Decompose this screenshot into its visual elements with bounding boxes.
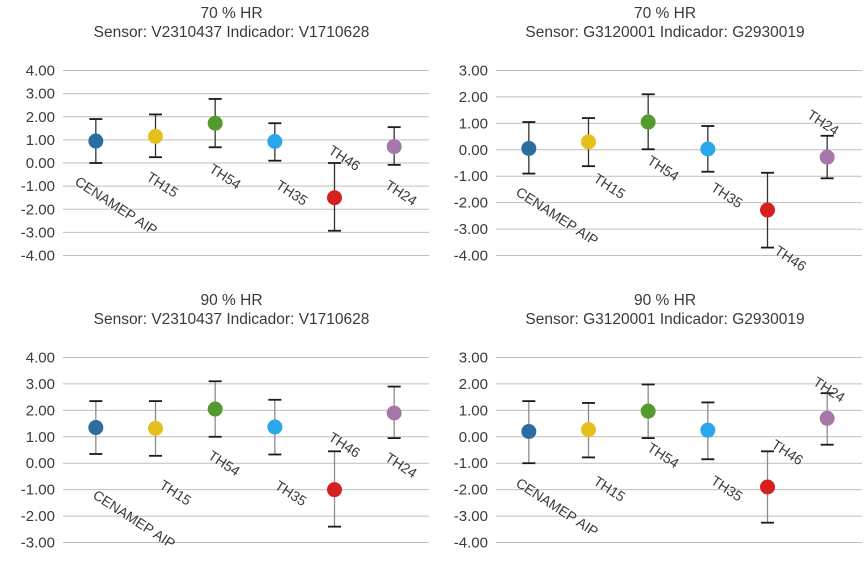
data-point-th46 (327, 482, 342, 498)
y-tick-label: 3.00 (26, 376, 55, 393)
chart-subtitle: Sensor: G3120001 Indicador: G2930019 (525, 311, 805, 328)
chart-title: 70 % HR (633, 5, 697, 22)
data-point-th35 (700, 422, 716, 438)
data-point-th35 (700, 141, 716, 157)
data-point-th54 (640, 403, 656, 419)
chart-subtitle: Sensor: G3120001 Indicador: G2930019 (525, 24, 805, 41)
plot-90hr-sensor-g: 3.00 2.00 1.00 0.00 -1.00 -2.00 -3.00 -4.00 CENA… (454, 350, 862, 552)
y-tick-label: 2.00 (459, 89, 488, 106)
data-point-th54 (207, 115, 223, 131)
y-tick-label: 1.00 (26, 132, 55, 149)
y-tick-label: -2.00 (21, 508, 55, 525)
category-label: TH54 (206, 447, 244, 479)
y-tick-label: 3.00 (459, 350, 488, 367)
category-label: CENAMEP AIP (90, 487, 178, 552)
category-label: TH15 (157, 476, 195, 508)
y-tick-label: -1.00 (21, 482, 55, 499)
category-label: TH54 (207, 160, 245, 192)
data-point-th54 (640, 114, 656, 130)
data-point-th46 (760, 202, 775, 218)
chart-cell-90hr-sensor-v: 90 % HR Sensor: V2310437 Indicador: V171… (0, 287, 433, 574)
chart-title: 70 % HR (200, 5, 263, 22)
chart-cell-70hr-sensor-v: 70 % HR Sensor: V2310437 Indicador: V171… (0, 0, 433, 287)
category-label: TH15 (591, 473, 629, 505)
data-point-cenamep-aip (521, 424, 537, 439)
category-label: TH35 (708, 472, 746, 504)
y-tick-label: -3.00 (21, 535, 55, 552)
category-label: TH54 (645, 439, 683, 471)
data-point-th24 (819, 410, 835, 426)
y-tick-label: 1.00 (26, 429, 55, 446)
data-point-th15 (148, 420, 163, 436)
chart-cell-70hr-sensor-g: 70 % HR Sensor: G3120001 Indicador: G293… (433, 0, 867, 287)
data-point-th24 (819, 149, 835, 165)
y-tick-label: 1.00 (459, 115, 488, 132)
y-tick-label: 2.00 (26, 402, 55, 419)
y-tick-label: 4.00 (26, 63, 55, 80)
y-tick-label: 0.00 (459, 142, 488, 159)
y-tick-label: -3.00 (21, 224, 55, 241)
category-label: TH54 (645, 152, 683, 184)
category-label: TH35 (708, 179, 746, 211)
category-label: TH35 (272, 477, 310, 509)
category-label: TH24 (383, 449, 421, 481)
y-tick-label: -2.00 (21, 201, 55, 218)
y-tick-label: -2.00 (454, 482, 488, 499)
data-point-th35 (267, 419, 283, 435)
data-point-th15 (581, 134, 596, 150)
data-point-th24 (386, 139, 402, 155)
category-label: TH35 (273, 177, 311, 209)
y-tick-label: -3.00 (454, 221, 488, 238)
data-point-cenamep-aip (88, 420, 104, 436)
chart-subtitle: Sensor: V2310437 Indicador: V1710628 (93, 311, 370, 328)
y-tick-label: 3.00 (459, 63, 488, 80)
category-label: TH24 (383, 177, 421, 209)
plot-90hr-sensor-v: 4.00 3.00 2.00 1.00 0.00 -1.00 -2.00 -3.00 CENAM… (21, 350, 429, 552)
plot-70hr-sensor-g: 3.00 2.00 1.00 0.00 -1.00 -2.00 -3.00 -4.00 CENA… (454, 63, 862, 274)
category-label: TH24 (805, 106, 843, 138)
y-tick-label: -4.00 (454, 248, 488, 265)
category-label: CENAMEP AIP (513, 184, 601, 249)
y-tick-label: -2.00 (454, 195, 488, 212)
y-tick-label: 0.00 (26, 155, 55, 172)
y-tick-label: 0.00 (459, 429, 488, 446)
data-point-th15 (148, 128, 163, 144)
chart-title: 90 % HR (200, 292, 263, 309)
y-tick-label: 4.00 (26, 350, 55, 367)
y-tick-label: 3.00 (26, 86, 55, 103)
category-label: TH15 (591, 170, 629, 202)
y-tick-label: -1.00 (21, 178, 55, 195)
y-tick-label: 1.00 (459, 402, 488, 419)
y-tick-label: -4.00 (454, 535, 488, 552)
category-label: TH46 (326, 142, 364, 174)
data-point-th35 (267, 133, 283, 149)
chart-subtitle: Sensor: V2310437 Indicador: V1710628 (93, 24, 370, 41)
y-tick-label: -4.00 (21, 248, 55, 265)
y-tick-label: 0.00 (26, 455, 55, 472)
category-label: CENAMEP AIP (513, 475, 601, 540)
data-point-th46 (760, 479, 775, 495)
data-point-cenamep-aip (88, 133, 104, 149)
chart-title: 90 % HR (633, 292, 697, 309)
y-tick-label: -3.00 (454, 508, 488, 525)
y-tick-label: -1.00 (454, 455, 488, 472)
y-tick-label: 2.00 (26, 109, 55, 126)
data-point-th46 (327, 190, 342, 206)
data-point-th24 (386, 405, 402, 421)
category-label: TH46 (772, 242, 810, 274)
category-label: TH46 (326, 429, 364, 461)
y-tick-label: 2.00 (459, 376, 488, 393)
category-label: TH15 (144, 169, 182, 201)
chart-cell-90hr-sensor-g: 90 % HR Sensor: G3120001 Indicador: G293… (433, 287, 867, 574)
data-point-th54 (207, 401, 223, 417)
category-label: TH24 (811, 373, 849, 405)
y-tick-label: -1.00 (454, 168, 488, 185)
data-point-cenamep-aip (521, 140, 537, 156)
data-point-th15 (581, 422, 596, 438)
plot-70hr-sensor-v: 4.00 3.00 2.00 1.00 0.00 -1.00 -2.00 -3.00 -4.00… (21, 63, 429, 265)
